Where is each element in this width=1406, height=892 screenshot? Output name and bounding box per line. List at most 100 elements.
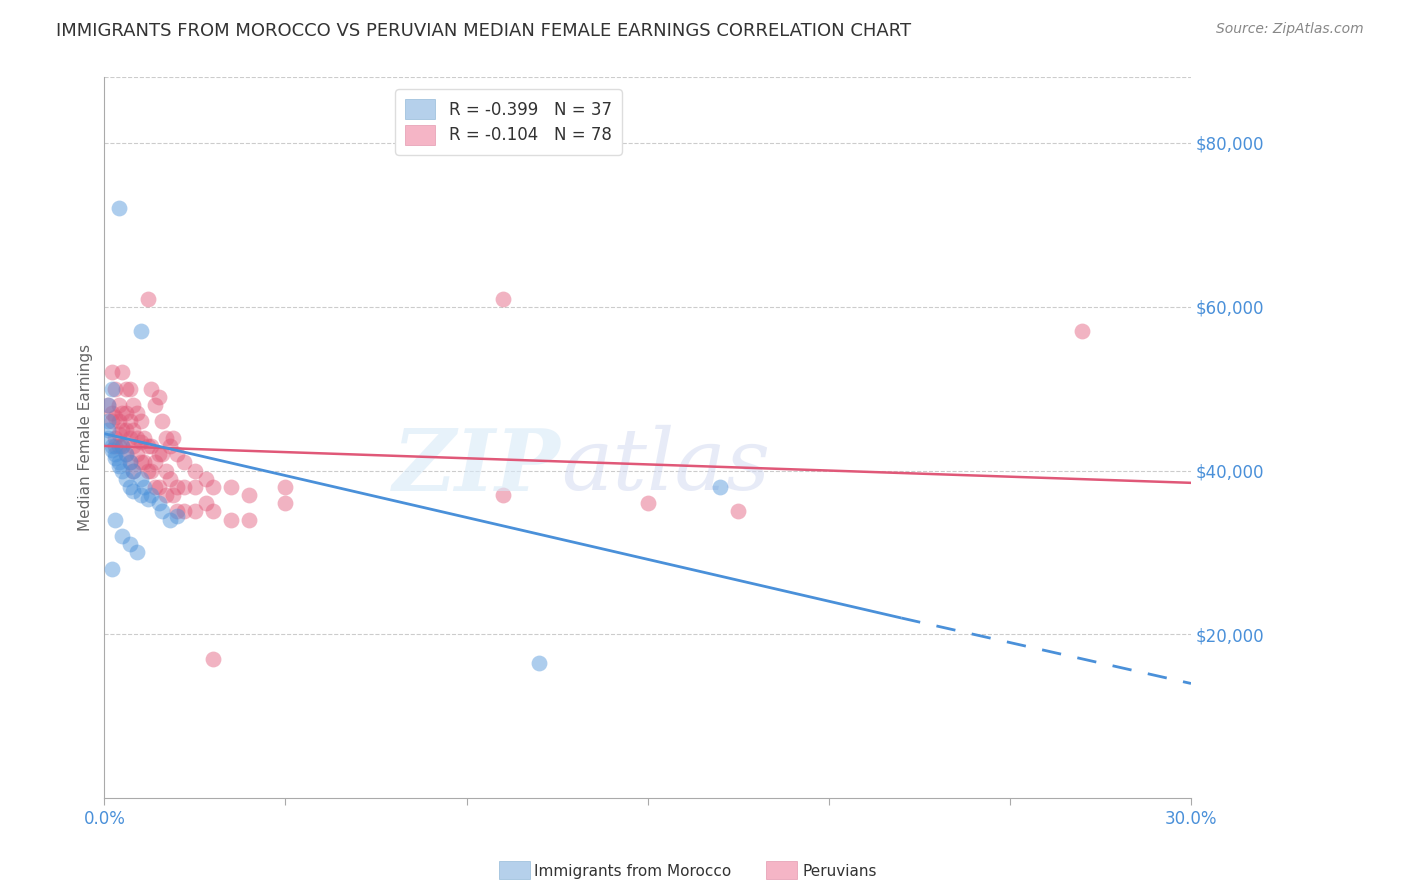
Point <box>100 382 122 396</box>
Point <box>108 398 131 412</box>
Point <box>238 513 260 527</box>
Point <box>219 480 242 494</box>
Point <box>125 431 148 445</box>
Point <box>162 488 184 502</box>
Point <box>104 513 127 527</box>
Point <box>492 292 515 306</box>
Point <box>166 504 188 518</box>
Point <box>118 537 141 551</box>
Point <box>709 480 731 494</box>
Point <box>143 455 166 469</box>
Point <box>118 414 141 428</box>
Point <box>129 455 152 469</box>
Point <box>115 472 138 486</box>
Text: Immigrants from Morocco: Immigrants from Morocco <box>534 864 731 879</box>
Point <box>184 464 207 478</box>
Point <box>108 426 131 441</box>
Text: Source: ZipAtlas.com: Source: ZipAtlas.com <box>1216 22 1364 37</box>
Point <box>134 431 156 445</box>
Point <box>1071 324 1094 338</box>
Point <box>97 423 120 437</box>
Point <box>148 496 170 510</box>
Point <box>136 492 159 507</box>
Point <box>173 455 195 469</box>
Point <box>111 464 134 478</box>
Point <box>219 513 242 527</box>
Point <box>637 496 659 510</box>
Point <box>162 431 184 445</box>
Point <box>141 488 163 502</box>
Point <box>100 365 122 379</box>
Point <box>194 496 217 510</box>
Point <box>202 504 225 518</box>
Point <box>143 398 166 412</box>
Point <box>166 447 188 461</box>
Text: atlas: atlas <box>561 425 770 508</box>
Point <box>122 398 145 412</box>
Point <box>108 439 131 453</box>
Point <box>202 480 225 494</box>
Point <box>122 464 145 478</box>
Point <box>97 414 120 428</box>
Point <box>115 447 138 461</box>
Point <box>159 513 181 527</box>
Point <box>194 472 217 486</box>
Point <box>108 459 131 474</box>
Point <box>173 480 195 494</box>
Point <box>97 398 120 412</box>
Point <box>150 447 173 461</box>
Point <box>111 423 134 437</box>
Point <box>155 431 177 445</box>
Point <box>202 652 225 666</box>
Point <box>122 439 145 453</box>
Point <box>148 447 170 461</box>
Point <box>111 365 134 379</box>
Point <box>184 504 207 518</box>
Point <box>100 406 122 420</box>
Y-axis label: Median Female Earnings: Median Female Earnings <box>79 344 93 532</box>
Point <box>136 292 159 306</box>
Point <box>492 488 515 502</box>
Point <box>166 480 188 494</box>
Text: ZIP: ZIP <box>392 425 561 508</box>
Point <box>148 480 170 494</box>
Point <box>122 483 145 498</box>
Point <box>118 431 141 445</box>
Point <box>159 439 181 453</box>
Point <box>100 414 122 428</box>
Point <box>100 562 122 576</box>
Point <box>111 529 134 543</box>
Point <box>274 480 297 494</box>
Point <box>122 423 145 437</box>
Point <box>104 382 127 396</box>
Point <box>115 406 138 420</box>
Point <box>150 414 173 428</box>
Point <box>100 439 122 453</box>
Point <box>104 431 127 445</box>
Point <box>108 202 131 216</box>
Point <box>274 496 297 510</box>
Point <box>104 439 127 453</box>
Point <box>129 488 152 502</box>
Point <box>111 406 134 420</box>
Point <box>129 414 152 428</box>
Point <box>125 545 148 559</box>
Point <box>129 434 152 449</box>
Point <box>104 447 127 461</box>
Point <box>148 390 170 404</box>
Point <box>97 431 120 445</box>
Point <box>238 488 260 502</box>
Point <box>108 414 131 428</box>
Point <box>173 504 195 518</box>
Point <box>111 439 134 453</box>
Point <box>97 398 120 412</box>
Point <box>115 423 138 437</box>
Point <box>159 472 181 486</box>
Point <box>125 447 148 461</box>
Point <box>129 472 152 486</box>
Point <box>166 508 188 523</box>
Text: IMMIGRANTS FROM MOROCCO VS PERUVIAN MEDIAN FEMALE EARNINGS CORRELATION CHART: IMMIGRANTS FROM MOROCCO VS PERUVIAN MEDI… <box>56 22 911 40</box>
Point <box>104 410 127 425</box>
Point <box>136 439 159 453</box>
Point <box>129 324 152 338</box>
